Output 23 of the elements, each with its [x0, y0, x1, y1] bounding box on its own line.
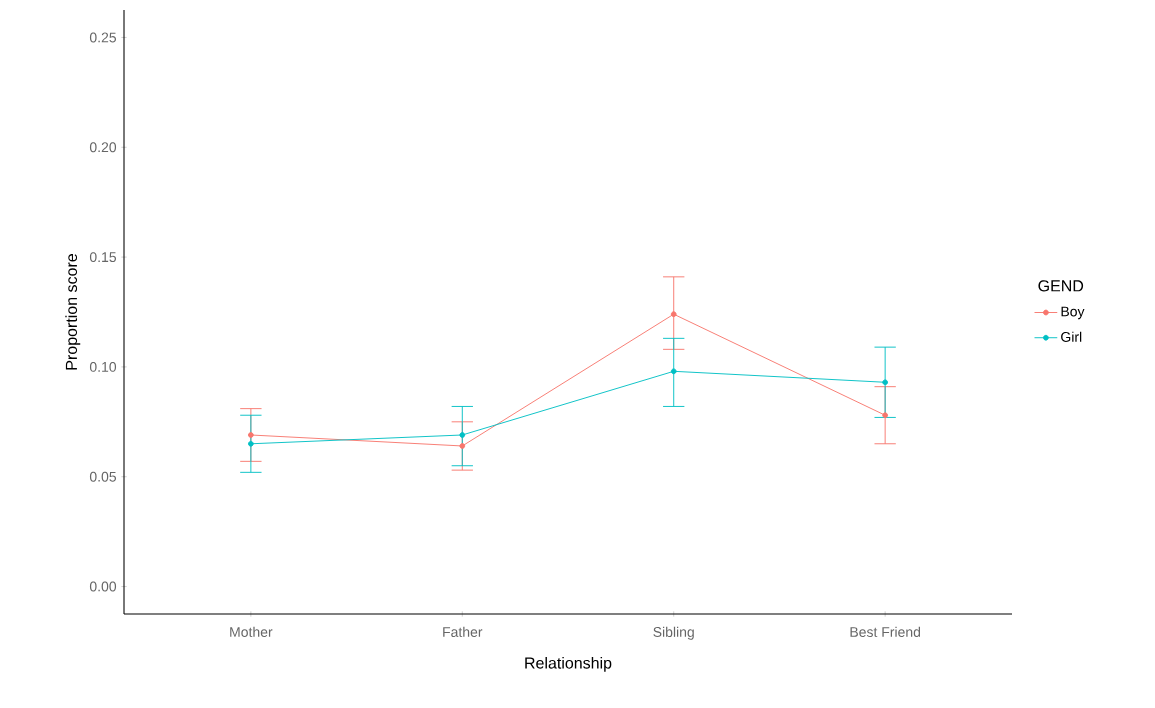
x-tick-label: Sibling [653, 626, 694, 640]
point [247, 432, 254, 438]
y-tick-label: 0.10 [89, 361, 117, 372]
point [670, 311, 677, 318]
y-tick-label: 0.15 [89, 252, 117, 263]
y-tick-label: 0.05 [89, 471, 117, 482]
legend-title: GEND [1038, 280, 1084, 292]
legend-label: Girl [1061, 331, 1082, 342]
x-tick-label: Best Friend [850, 626, 921, 637]
legend-label: Boy [1061, 306, 1085, 320]
y-tick-label: 0.20 [89, 142, 117, 153]
point [247, 440, 254, 447]
x-axis-title: Relationship [525, 656, 612, 672]
y-tick-label: 0.25 [89, 32, 117, 43]
point [459, 432, 466, 438]
point [459, 443, 466, 449]
point [670, 368, 677, 375]
x-tick-label: Father [443, 626, 483, 637]
point [882, 379, 889, 386]
x-tick-label: Mother [230, 626, 273, 637]
y-tick-label: 0.00 [89, 581, 117, 592]
y-axis-title: Proportion score [65, 254, 81, 370]
point [882, 412, 889, 419]
